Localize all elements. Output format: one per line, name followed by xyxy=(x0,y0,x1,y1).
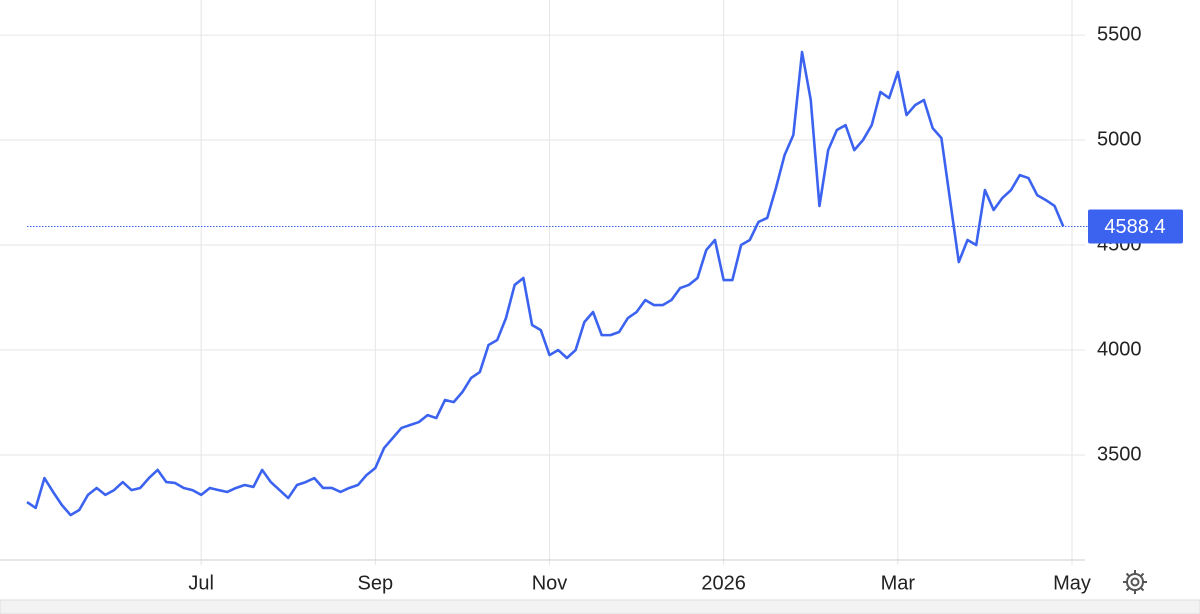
settings-icon[interactable] xyxy=(1123,570,1147,594)
y-tick-label: 3500 xyxy=(1097,443,1142,465)
bottom-bar xyxy=(0,599,1200,614)
y-tick-label: 4000 xyxy=(1097,338,1142,360)
last-value-label: 4588.4 xyxy=(1104,216,1165,238)
x-tick-label: 2026 xyxy=(701,572,746,594)
x-tick-label: Nov xyxy=(532,572,568,594)
x-tick-label: May xyxy=(1053,572,1091,594)
y-tick-label: 5000 xyxy=(1097,128,1142,150)
x-tick-label: Sep xyxy=(358,572,394,594)
last-value-box xyxy=(1088,209,1183,244)
y-tick-label: 5500 xyxy=(1097,23,1142,45)
x-tick-label: Jul xyxy=(188,572,214,594)
line-series xyxy=(26,50,1065,517)
x-tick-label: Mar xyxy=(881,572,916,594)
